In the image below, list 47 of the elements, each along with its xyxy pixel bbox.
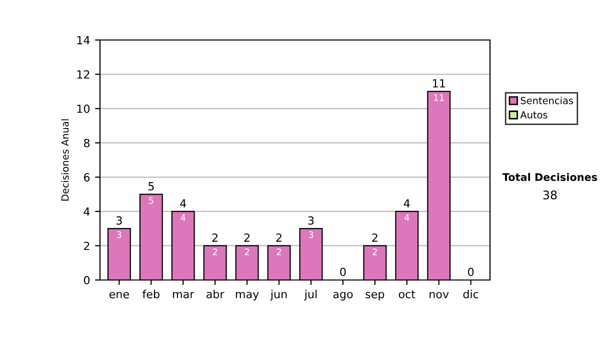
total-label: 4 — [404, 199, 410, 208]
y-tick-label: 6 — [84, 173, 90, 182]
data-label: 2 — [372, 248, 377, 256]
y-tick-label: 14 — [77, 36, 90, 44]
data-label: 11 — [434, 94, 444, 101]
x-tick-label: mar — [173, 292, 194, 298]
data-label: 3 — [116, 231, 122, 238]
data-label: 3 — [308, 231, 314, 238]
x-tick-label: nov — [430, 292, 449, 298]
x-tick-label: ago — [333, 292, 353, 300]
x-tick-label: ene — [109, 292, 129, 298]
x-tick-label: oct — [398, 290, 416, 298]
total-label: 11 — [433, 79, 445, 88]
data-label: 4 — [404, 214, 410, 221]
total-label: 4 — [180, 199, 186, 208]
y-tick-label: 12 — [77, 70, 90, 79]
y-tick-label: 4 — [84, 208, 90, 216]
y-tick-label: 0 — [84, 276, 90, 284]
total-label: 0 — [468, 268, 474, 276]
total-label: 2 — [212, 233, 218, 242]
total-label: 3 — [308, 216, 314, 225]
data-label: 2 — [212, 248, 218, 256]
total-label: 2 — [244, 233, 250, 242]
x-tick-label: sep — [366, 292, 384, 300]
data-label: 2 — [244, 248, 250, 256]
x-tick-label: feb — [142, 290, 160, 298]
total-label: 2 — [276, 233, 282, 242]
data-label: 4 — [180, 214, 186, 221]
x-tick-label: jun — [270, 290, 287, 300]
data-label: 2 — [276, 248, 281, 256]
total-label: 3 — [116, 216, 122, 225]
total-label: 2 — [372, 233, 378, 242]
legend-label: Sentencias — [520, 96, 574, 104]
text: 38 — [543, 190, 557, 200]
x-tick-label: may — [236, 292, 259, 300]
y-tick-label: 10 — [77, 104, 90, 113]
data-label: 5 — [148, 197, 154, 204]
total-label: 5 — [148, 182, 154, 190]
y-axis-title: Decisiones Anual — [61, 119, 69, 201]
y-tick-label: 8 — [84, 138, 90, 148]
x-tick-label: abr — [206, 290, 224, 298]
x-tick-label: jul — [304, 290, 317, 300]
total-label: 0 — [340, 268, 346, 276]
text: Total Decisiones — [502, 172, 598, 182]
x-tick-label: dic — [463, 290, 478, 298]
y-tick-label: 2 — [84, 242, 90, 250]
legend-label: Autos — [520, 111, 548, 118]
